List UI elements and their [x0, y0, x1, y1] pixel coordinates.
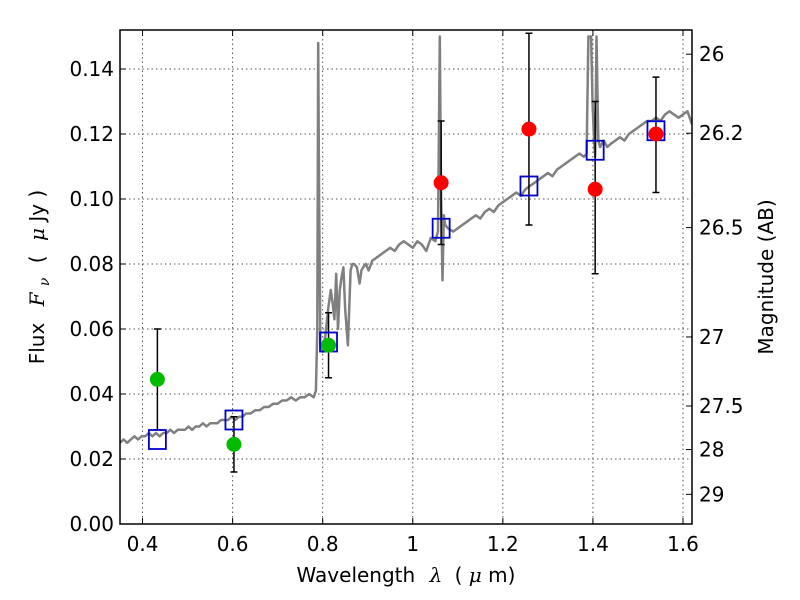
y-tick-label: 0.04	[69, 382, 114, 406]
observed-photometry-point	[149, 371, 165, 387]
x-axis-label: Wavelength λ ( μ m)	[297, 563, 516, 587]
y2-tick-label: 27.5	[699, 394, 744, 418]
observed-photometry-point	[433, 175, 449, 191]
x-axis-label-unit-mu: μ	[469, 563, 482, 587]
y-axis-label: Flux F ν ( μ Jy )	[25, 190, 54, 365]
y-axis-label-unit-rest: Jy )	[25, 190, 49, 224]
grid	[120, 30, 692, 524]
x-axis-label-text: Wavelength	[297, 563, 416, 587]
y-axis-label-subscript: ν	[37, 277, 53, 286]
observed-photometry-point	[226, 436, 242, 452]
x-axis-label-symbol: λ	[429, 563, 443, 587]
x-tick-label: 1.2	[487, 532, 519, 556]
y2-tick-label: 26.2	[699, 121, 744, 145]
y-axis-label-text: Flux	[25, 323, 49, 365]
x-tick-label: 0.8	[307, 532, 339, 556]
observed-photometry-layer	[149, 121, 664, 452]
x-axis-label-unit-rest: m)	[488, 563, 515, 587]
y2-tick-label: 26	[699, 42, 724, 66]
y-tick-label: 0.00	[69, 512, 114, 536]
x-tick-label: 0.6	[217, 532, 249, 556]
y-axis-label-unit-open: (	[25, 255, 49, 263]
model-photometry-box	[519, 175, 539, 197]
model-photometry-box	[147, 429, 167, 450]
model-photometry-box	[224, 409, 244, 431]
model-photometry-box	[585, 139, 605, 161]
plot-frame	[119, 29, 693, 525]
y2-tick-label: 26.5	[699, 216, 744, 240]
y-axis-label-symbol: F	[25, 291, 49, 307]
plot-area	[120, 30, 692, 524]
y-tick-label: 0.02	[69, 447, 114, 471]
y-axis-label-unit-mu: μ	[25, 228, 49, 241]
spectrum-layer	[120, 35, 692, 445]
y2-tick-label: 27	[699, 325, 724, 349]
x-axis-label-unit-open: (	[455, 563, 463, 587]
observed-photometry-point	[587, 181, 603, 197]
y-tick-label: 0.10	[69, 187, 114, 211]
model-photometry-box	[431, 217, 451, 239]
x-tick-label: 1.4	[577, 532, 609, 556]
y2-tick-label: 28	[699, 438, 724, 462]
y-tick-label: 0.06	[69, 317, 114, 341]
x-tick-label: 1	[406, 532, 419, 556]
observed-photometry-point	[648, 126, 664, 142]
y2-axis-label: Magnitude (AB)	[754, 199, 778, 354]
x-tick-label: 0.4	[127, 532, 159, 556]
y-tick-label: 0.14	[69, 57, 114, 81]
observed-photometry-point	[521, 121, 537, 137]
axis-ticks: 0.4 0.6 0.8 1 1.2 1.4 1.6 0.00 0.02 0.04 0.06 0.08 0…	[69, 30, 744, 556]
y-tick-label: 0.08	[69, 252, 114, 276]
x-tick-label: 1.6	[667, 532, 699, 556]
spectrum-line	[120, 35, 692, 445]
y-tick-label: 0.12	[69, 122, 114, 146]
observed-photometry-point	[321, 337, 337, 353]
y2-tick-label: 29	[699, 482, 724, 506]
